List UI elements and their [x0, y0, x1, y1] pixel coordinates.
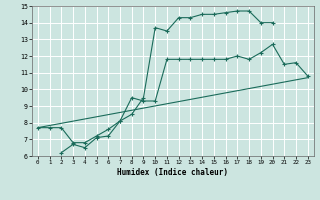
X-axis label: Humidex (Indice chaleur): Humidex (Indice chaleur): [117, 168, 228, 177]
